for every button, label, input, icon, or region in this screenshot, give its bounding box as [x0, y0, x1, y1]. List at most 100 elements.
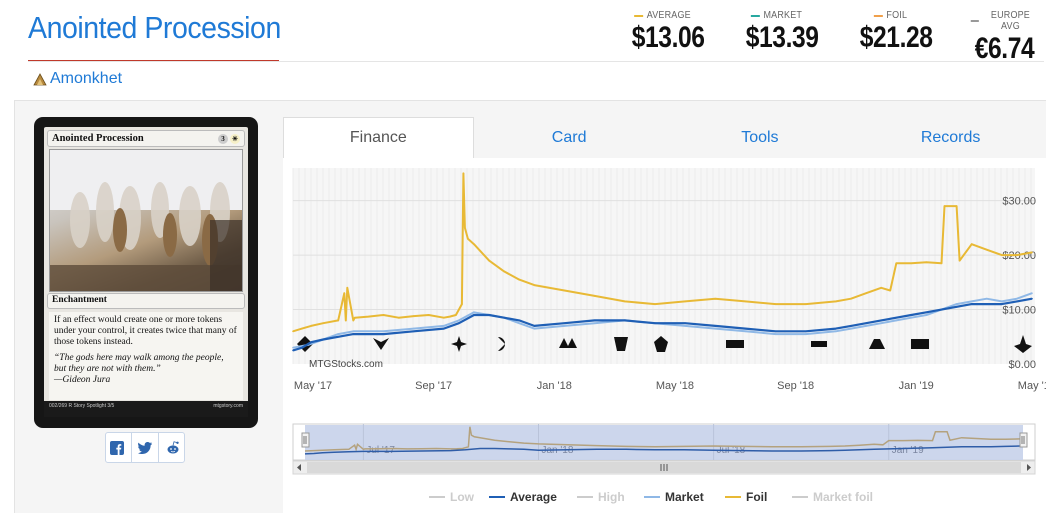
series-point-average [412, 330, 415, 333]
series-point-average [895, 316, 898, 319]
series-point-foil [943, 205, 946, 207]
price-label: AVERAGE [629, 10, 697, 21]
card-type-line: Enchantment [47, 293, 245, 309]
series-point-market [850, 327, 852, 330]
price-value: $13.39 [745, 21, 819, 54]
series-point-average [955, 306, 958, 308]
series-point-average [292, 349, 294, 352]
tab-finance[interactable]: Finance [283, 117, 474, 158]
y-tick-label: $0.00 [1008, 359, 1036, 371]
series-point-market [804, 333, 807, 335]
series-point-foil [925, 261, 928, 263]
price-value: €6.74 [974, 32, 1035, 65]
tab-records[interactable]: Records [920, 128, 981, 146]
series-point-foil [344, 319, 347, 322]
series-point-average [835, 327, 837, 330]
price-value: $21.28 [859, 21, 933, 54]
series-point-average [744, 327, 747, 330]
tab-card[interactable]: Card [551, 128, 587, 146]
mana-white-icon: ☀ [230, 134, 240, 144]
share-divider [158, 432, 160, 463]
series-point-foil [880, 286, 882, 289]
set-release-icon [559, 338, 577, 348]
series-point-market [714, 327, 717, 330]
series-point-foil [684, 300, 686, 303]
price-foil: FOIL $21.28 [853, 10, 933, 55]
card-flavor-attribution: —Gideon Jura [54, 375, 111, 385]
series-point-average [443, 327, 445, 330]
series-point-foil [1031, 251, 1033, 254]
series-point-average [850, 325, 852, 327]
twitter-icon [137, 441, 152, 454]
series-point-foil [352, 319, 355, 322]
set-release-icon-shape [911, 339, 929, 349]
set-release-icon [869, 339, 885, 349]
share-buttons [105, 432, 185, 463]
series-point-average [337, 335, 340, 338]
series-point-foil [533, 284, 536, 286]
series-point-market [458, 319, 460, 322]
set-name[interactable]: Amonkhet [50, 70, 123, 87]
series-point-foil [354, 316, 356, 319]
facebook-icon [110, 440, 125, 455]
card-rules-box: If an effect would create one or more to… [49, 312, 243, 400]
x-tick-label: May '19 [1018, 380, 1046, 392]
series-point-market [337, 333, 340, 335]
tab-tools[interactable]: Tools [741, 128, 779, 146]
series-point-market [835, 330, 837, 333]
header-divider [28, 61, 1044, 62]
set-release-icon-shape [373, 338, 389, 350]
set-release-icon-shape [614, 337, 628, 351]
series-point-average [804, 330, 807, 333]
series-point-foil [322, 322, 324, 324]
legend-item-average[interactable]: Average [489, 490, 557, 504]
navigator-series-line [304, 445, 1021, 455]
series-point-foil [955, 205, 958, 207]
twitter-share-button[interactable] [136, 439, 154, 457]
series-point-market [910, 316, 913, 319]
facebook-share-button[interactable] [108, 439, 126, 457]
price-chart: $30.00 $20.00 $10.00 $0.00 May '17 Sep '17 Jan… [283, 158, 1046, 513]
scroll-left-arrow-icon[interactable] [297, 464, 301, 471]
set-release-icon [811, 341, 827, 347]
series-point-average [352, 333, 355, 335]
price-average: AVERAGE $13.06 [625, 10, 705, 55]
series-point-foil [346, 286, 349, 289]
set-release-icon-shape [869, 339, 885, 349]
legend-item-market[interactable]: Market [644, 490, 704, 504]
series-point-foil [467, 237, 469, 240]
price-label-text: MARKET [763, 10, 803, 21]
series-point-market [970, 300, 973, 303]
series-point-average [593, 319, 596, 322]
reddit-icon [167, 441, 179, 454]
series-point-foil [895, 262, 898, 265]
series-point-market [684, 325, 686, 327]
tab-bar: Finance Card Tools Records [283, 117, 1046, 158]
series-point-market [292, 346, 294, 349]
scroll-right-arrow-icon[interactable] [1027, 464, 1031, 471]
legend-item-low[interactable]: Low [429, 490, 475, 504]
y-tick-label: $30.00 [1002, 196, 1036, 208]
series-point-foil [563, 289, 566, 292]
legend-item-foil[interactable]: Foil [725, 490, 767, 504]
series-point-foil [343, 292, 346, 295]
card-art-illustration [50, 150, 242, 291]
price-market: MARKET $13.39 [739, 10, 819, 55]
series-point-foil [714, 297, 717, 300]
series-point-foil [804, 303, 807, 305]
series-point-average [985, 303, 988, 305]
series-point-foil [850, 297, 852, 300]
reddit-share-button[interactable] [164, 439, 182, 457]
set-link[interactable]: Amonkhet [33, 70, 122, 88]
legend-item-high[interactable]: High [577, 490, 625, 504]
price-label-text: AVERAGE [646, 10, 691, 21]
series-point-foil [301, 327, 303, 330]
set-release-icon-shape [726, 340, 744, 348]
series-point-market [925, 314, 928, 316]
series-point-average [322, 338, 324, 341]
legend-item-market-foil[interactable]: Market foil [792, 490, 873, 504]
mana-generic-icon: 3 [218, 134, 228, 144]
series-point-foil [397, 316, 400, 319]
series-point-foil [958, 259, 961, 262]
